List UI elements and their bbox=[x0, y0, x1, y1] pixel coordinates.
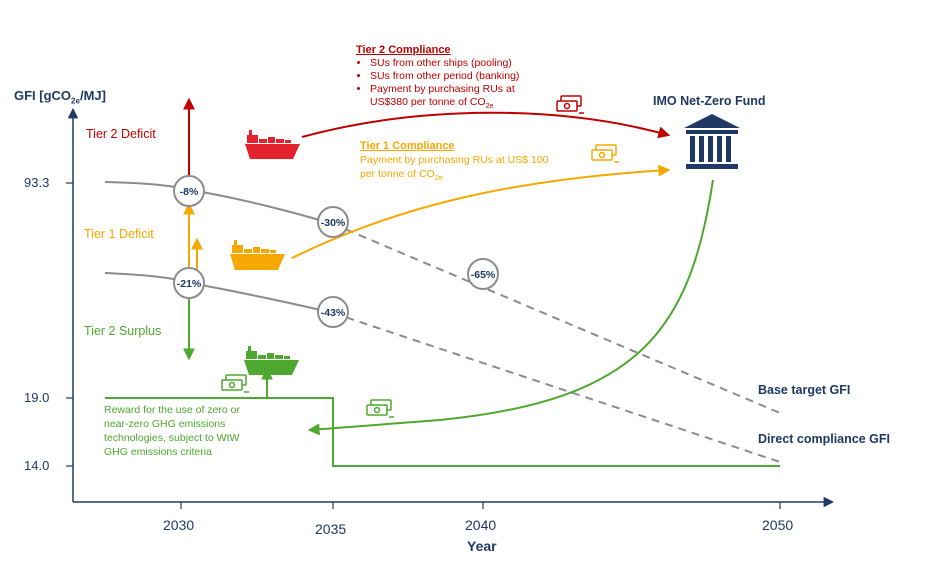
ship-icon bbox=[245, 130, 300, 159]
base-target-label: Base target GFI bbox=[758, 383, 851, 397]
reward-line: GHG emissions criteria bbox=[104, 446, 212, 458]
reward-step-line bbox=[105, 397, 780, 467]
reduction-marker-65: -65% bbox=[467, 258, 499, 290]
reduction-label: -21% bbox=[177, 278, 202, 290]
x-tick-label: 2035 bbox=[315, 521, 347, 537]
reward-line: Reward for the use of zero or bbox=[104, 404, 240, 416]
fund-label: IMO Net-Zero Fund bbox=[653, 94, 766, 108]
tier2-price-sub: 2e bbox=[485, 103, 494, 111]
reward-line: technologies, subject to WtW bbox=[104, 432, 240, 444]
y-tick-label: 14.0 bbox=[24, 458, 50, 473]
tier2-compliance-list: SUs from other ships (pooling) SUs from … bbox=[356, 57, 519, 96]
fund-reward-arrow bbox=[307, 179, 714, 436]
tier2-compliance-title: Tier 2 Compliance bbox=[356, 44, 451, 56]
tier2-bullet: Payment by purchasing RUs at bbox=[370, 83, 519, 96]
reward-text: Reward for the use of zero or near-zero … bbox=[104, 403, 240, 459]
tier2-bullet: SUs from other period (banking) bbox=[370, 70, 519, 83]
tier2-bullet: SUs from other ships (pooling) bbox=[370, 57, 519, 70]
cash-icon bbox=[366, 399, 394, 418]
tier1-payment-arrow bbox=[291, 164, 671, 259]
y-axis-title: GFI [gCO2e/MJ] bbox=[14, 88, 106, 106]
direct-compliance-label: Direct compliance GFI bbox=[758, 432, 890, 446]
y-tick-label: 19.0 bbox=[24, 390, 50, 405]
reduction-marker-30: -30% bbox=[317, 206, 349, 238]
tier2-deficit-label: Tier 2 Deficit bbox=[86, 127, 156, 141]
tier1-compliance-line2: per tonne of CO2e bbox=[360, 167, 549, 186]
x-tick-label: 2040 bbox=[465, 517, 497, 533]
tier1-deficit-label: Tier 1 Deficit bbox=[84, 227, 154, 241]
tier1-price-text: per tonne of CO bbox=[360, 168, 435, 180]
reduction-marker-43: -43% bbox=[317, 296, 349, 328]
y-axis-title-sub: 2e bbox=[71, 96, 80, 106]
tier1-compliance-block: Tier 1 Compliance Payment by purchasing … bbox=[360, 139, 549, 186]
tier2-compliance-block: Tier 2 Compliance SUs from other ships (… bbox=[356, 43, 519, 113]
reward-line: near-zero GHG emissions bbox=[104, 418, 226, 430]
tier2-bullet-continuation: US$380 per tonne of CO2e bbox=[356, 96, 519, 113]
reduction-marker-21: -21% bbox=[173, 267, 205, 299]
x-tick-label: 2050 bbox=[762, 517, 794, 533]
cash-icon bbox=[556, 95, 584, 114]
direct-compliance-line-solid bbox=[104, 272, 334, 314]
x-tick-label: 2030 bbox=[163, 517, 195, 533]
tier2-surplus-label: Tier 2 Surplus bbox=[84, 324, 162, 338]
reduction-label: -65% bbox=[471, 269, 496, 281]
reduction-label: -8% bbox=[180, 186, 199, 198]
reduction-label: -30% bbox=[321, 217, 346, 229]
ship-icon bbox=[230, 240, 285, 270]
ship-icon bbox=[244, 346, 299, 375]
base-target-line-dashed bbox=[332, 223, 781, 414]
tier1-compliance-line1: Payment by purchasing RUs at US$ 100 bbox=[360, 154, 549, 166]
tier2-payment-arrow bbox=[301, 111, 671, 139]
cash-icon bbox=[221, 374, 249, 393]
tier2-price-text: US$380 per tonne of CO bbox=[370, 96, 486, 108]
reduction-label: -43% bbox=[321, 307, 346, 319]
y-axis-title-prefix: GFI [gCO bbox=[14, 88, 72, 103]
bank-icon bbox=[684, 114, 740, 169]
direct-compliance-line-dashed bbox=[332, 312, 781, 463]
tier1-price-sub: 2e bbox=[434, 175, 443, 183]
x-axis-title: Year bbox=[467, 538, 497, 554]
y-tick-label: 93.3 bbox=[24, 175, 50, 190]
base-target-line-solid bbox=[104, 181, 334, 225]
tier1-compliance-title: Tier 1 Compliance bbox=[360, 140, 455, 152]
cash-icon bbox=[591, 144, 619, 163]
y-axis-title-suffix: /MJ] bbox=[79, 88, 106, 103]
reduction-marker-8: -8% bbox=[173, 175, 205, 207]
